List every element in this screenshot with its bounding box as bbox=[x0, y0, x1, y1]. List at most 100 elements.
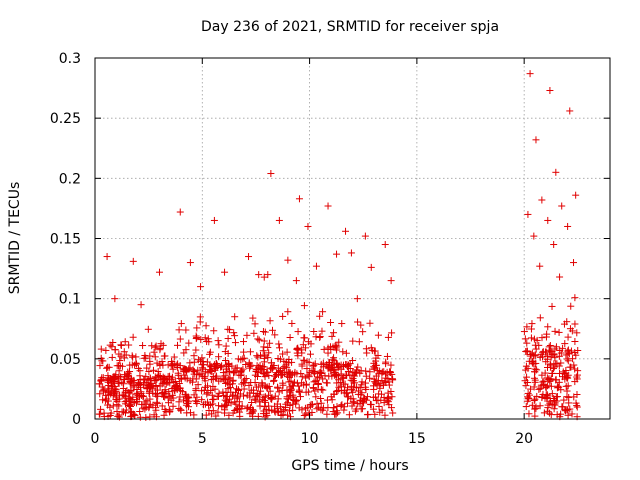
data-point bbox=[218, 362, 226, 370]
data-point bbox=[96, 380, 104, 388]
y-tick-labels: 0 0.05 0.1 0.15 0.2 0.25 0.3 bbox=[50, 51, 81, 428]
data-point bbox=[168, 373, 176, 381]
data-point bbox=[348, 386, 356, 394]
data-point bbox=[264, 368, 272, 376]
data-point bbox=[215, 341, 223, 349]
data-point bbox=[118, 391, 126, 399]
data-point bbox=[288, 319, 296, 327]
data-point bbox=[342, 349, 350, 357]
data-point bbox=[169, 365, 177, 373]
data-point bbox=[321, 372, 329, 380]
data-point bbox=[204, 335, 212, 343]
data-point bbox=[536, 314, 544, 322]
data-point bbox=[523, 379, 531, 387]
data-point bbox=[275, 340, 283, 348]
data-point bbox=[294, 352, 302, 360]
data-point bbox=[381, 241, 389, 249]
data-point bbox=[209, 383, 217, 391]
data-point bbox=[304, 222, 312, 230]
data-point bbox=[349, 377, 357, 385]
data-point bbox=[295, 388, 303, 396]
data-point bbox=[292, 277, 300, 285]
data-point bbox=[119, 384, 127, 392]
data-point bbox=[100, 386, 108, 394]
data-point bbox=[237, 405, 245, 413]
data-point bbox=[109, 402, 117, 410]
data-point bbox=[564, 333, 572, 341]
data-point bbox=[151, 353, 159, 361]
data-point bbox=[366, 368, 374, 376]
data-point bbox=[300, 412, 308, 420]
data-point bbox=[304, 388, 312, 396]
data-point bbox=[193, 324, 201, 332]
data-point bbox=[192, 385, 200, 393]
data-point bbox=[256, 402, 264, 410]
data-point bbox=[260, 337, 268, 345]
data-point bbox=[96, 390, 104, 398]
data-point bbox=[219, 369, 227, 377]
data-point bbox=[118, 408, 126, 416]
data-point bbox=[322, 379, 330, 387]
data-point bbox=[142, 354, 150, 362]
data-point bbox=[197, 283, 205, 291]
data-point bbox=[229, 377, 237, 385]
data-point bbox=[538, 371, 546, 379]
data-point bbox=[133, 389, 141, 397]
data-point bbox=[251, 371, 259, 379]
data-point bbox=[245, 381, 253, 389]
data-point bbox=[338, 320, 346, 328]
data-point bbox=[562, 369, 570, 377]
data-point bbox=[126, 409, 134, 417]
data-point bbox=[555, 383, 563, 391]
data-point bbox=[246, 405, 254, 413]
data-point bbox=[366, 319, 374, 327]
data-point bbox=[317, 394, 325, 402]
data-point bbox=[137, 301, 145, 309]
data-point bbox=[525, 395, 533, 403]
data-point bbox=[553, 393, 561, 401]
data-point bbox=[198, 396, 206, 404]
data-point bbox=[324, 202, 332, 210]
data-point bbox=[527, 334, 535, 342]
data-point bbox=[175, 326, 183, 334]
data-point bbox=[201, 334, 209, 342]
data-point bbox=[325, 359, 333, 367]
data-point bbox=[192, 335, 200, 343]
data-point bbox=[177, 406, 185, 414]
data-point bbox=[139, 404, 147, 412]
data-point bbox=[276, 367, 284, 375]
data-point bbox=[523, 339, 531, 347]
data-point bbox=[295, 382, 303, 390]
data-point bbox=[145, 368, 153, 376]
data-point bbox=[192, 397, 200, 405]
data-point bbox=[274, 408, 282, 416]
data-point bbox=[126, 401, 134, 409]
data-point bbox=[274, 354, 282, 362]
data-point bbox=[117, 341, 125, 349]
y-tick-label: 0.2 bbox=[59, 171, 81, 187]
data-point bbox=[226, 374, 234, 382]
data-point bbox=[175, 398, 183, 406]
data-point bbox=[226, 383, 234, 391]
x-tick-label: 10 bbox=[301, 431, 319, 447]
data-point bbox=[210, 327, 218, 335]
data-point bbox=[177, 320, 185, 328]
data-point bbox=[97, 345, 105, 353]
data-point bbox=[357, 321, 365, 329]
data-point bbox=[380, 394, 388, 402]
data-point bbox=[285, 407, 293, 415]
data-point bbox=[359, 328, 367, 336]
data-point bbox=[286, 392, 294, 400]
data-point bbox=[346, 360, 354, 368]
data-point bbox=[184, 399, 192, 407]
data-point bbox=[372, 354, 380, 362]
data-point bbox=[141, 405, 149, 413]
data-point bbox=[290, 397, 298, 405]
data-point bbox=[560, 370, 568, 378]
data-point bbox=[337, 402, 345, 410]
data-point bbox=[271, 392, 279, 400]
data-point bbox=[548, 390, 556, 398]
data-point bbox=[283, 348, 291, 356]
data-point bbox=[523, 323, 531, 331]
data-point bbox=[268, 365, 276, 373]
